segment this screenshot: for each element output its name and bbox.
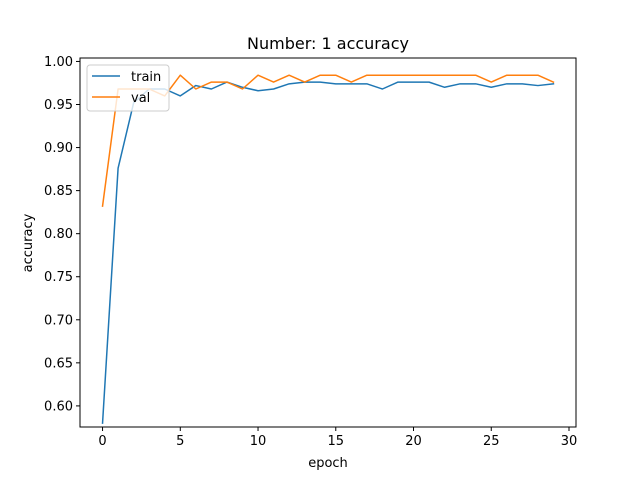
y-axis-ticks: 0.60 0.65 0.70 0.75 0.80 0.85 0.90 0.95 1.00	[44, 55, 80, 414]
series-line-train	[101, 81, 555, 424]
y-tick-label: 0.65	[44, 356, 73, 371]
y-tick-label: 0.85	[44, 184, 73, 199]
x-tick-label: 0	[98, 434, 106, 449]
legend: train val	[86, 64, 170, 112]
series-lines	[101, 74, 555, 424]
y-tick-label: 0.90	[44, 141, 73, 156]
axes-spines	[79, 57, 577, 428]
x-tick-label: 15	[328, 434, 345, 449]
x-tick-label: 30	[561, 434, 578, 449]
x-axis-label: epoch	[308, 456, 348, 471]
y-tick-label: 0.70	[44, 313, 73, 328]
y-tick-label: 1.00	[44, 55, 73, 70]
x-tick-label: 10	[250, 434, 267, 449]
legend-label-train: train	[131, 70, 161, 85]
series-line-val	[101, 74, 555, 207]
x-tick-label: 5	[176, 434, 184, 449]
y-tick-label: 0.60	[44, 399, 73, 414]
x-tick-label: 25	[483, 434, 500, 449]
x-tick-label: 20	[405, 434, 422, 449]
y-tick-label: 0.75	[44, 270, 73, 285]
plot-area: 0 5 10 15 20 25 30 0.60 0.65 0.70 0.75 0.80 0.85 0.9…	[44, 55, 577, 449]
axes-frame	[79, 57, 577, 428]
y-tick-label: 0.95	[44, 98, 73, 113]
y-tick-label: 0.80	[44, 227, 73, 242]
chart-title: Number: 1 accuracy	[247, 34, 409, 53]
y-axis-label: accuracy	[21, 213, 36, 272]
plot-background	[80, 58, 576, 427]
legend-label-val: val	[131, 91, 150, 106]
x-axis-ticks: 0 5 10 15 20 25 30	[98, 427, 577, 449]
